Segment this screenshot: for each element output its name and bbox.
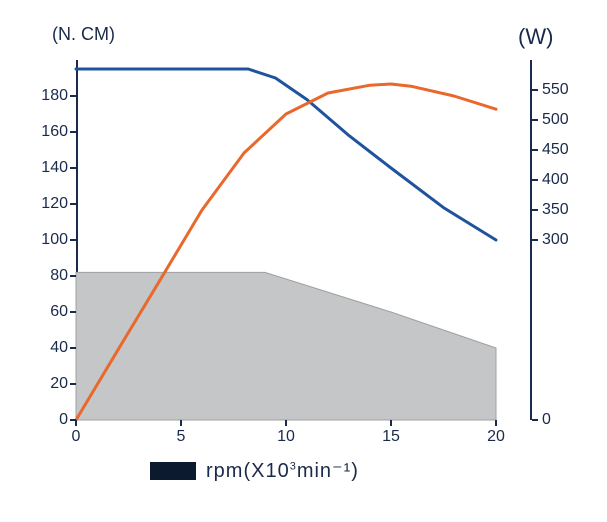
tick-mark — [390, 420, 392, 426]
tick-mark — [532, 179, 538, 181]
tick-mark — [70, 311, 76, 313]
chart-canvas: (N. CM) (W) 0204060801001201401601800300… — [0, 0, 607, 522]
tick-mark — [180, 420, 182, 426]
chart-svg — [0, 0, 607, 522]
legend-label: rpm(X103min⁻¹) — [206, 458, 359, 483]
tick-label: 300 — [542, 231, 582, 249]
legend-swatch — [150, 462, 196, 480]
tick-mark — [75, 420, 77, 426]
tick-mark — [70, 203, 76, 205]
tick-label: 550 — [542, 81, 582, 99]
shaded-region — [76, 272, 496, 420]
tick-mark — [532, 419, 538, 421]
tick-mark — [532, 89, 538, 91]
tick-label: 10 — [271, 428, 301, 446]
tick-label: 500 — [542, 111, 582, 129]
series-torque — [76, 69, 496, 240]
tick-label: 0 — [61, 428, 91, 446]
tick-mark — [532, 209, 538, 211]
tick-mark — [532, 239, 538, 241]
tick-label: 0 — [542, 411, 582, 429]
tick-mark — [70, 95, 76, 97]
tick-label: 400 — [542, 171, 582, 189]
tick-mark — [532, 149, 538, 151]
tick-label: 140 — [28, 159, 68, 177]
tick-mark — [70, 131, 76, 133]
tick-mark — [70, 275, 76, 277]
tick-mark — [532, 119, 538, 121]
tick-label: 350 — [542, 201, 582, 219]
tick-label: 5 — [166, 428, 196, 446]
tick-label: 100 — [28, 231, 68, 249]
legend-exp: 3 — [290, 460, 297, 472]
tick-mark — [495, 420, 497, 426]
tick-label: 450 — [542, 141, 582, 159]
tick-label: 15 — [376, 428, 406, 446]
tick-label: 120 — [28, 195, 68, 213]
legend-suffix: min⁻¹) — [297, 460, 359, 482]
legend-rpm: rpm — [206, 460, 243, 482]
tick-label: 80 — [28, 267, 68, 285]
tick-mark — [285, 420, 287, 426]
tick-mark — [70, 167, 76, 169]
tick-mark — [70, 383, 76, 385]
tick-label: 40 — [28, 339, 68, 357]
legend: rpm(X103min⁻¹) — [150, 458, 359, 483]
tick-label: 20 — [481, 428, 511, 446]
tick-mark — [70, 239, 76, 241]
tick-label: 180 — [28, 87, 68, 105]
tick-mark — [70, 347, 76, 349]
tick-label: 0 — [28, 411, 68, 429]
legend-open: (X10 — [243, 460, 289, 482]
tick-label: 160 — [28, 123, 68, 141]
tick-label: 20 — [28, 375, 68, 393]
tick-label: 60 — [28, 303, 68, 321]
